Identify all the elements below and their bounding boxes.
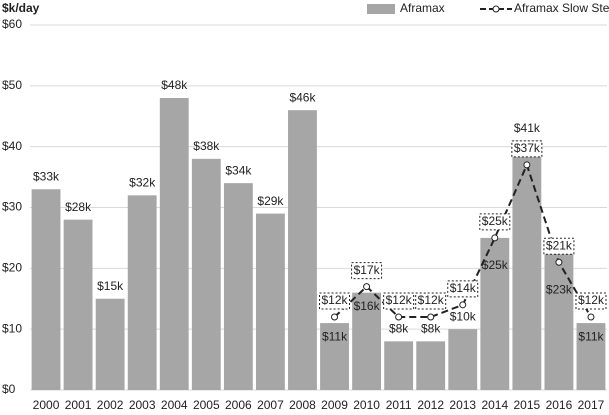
bar-value-label: $16k bbox=[354, 299, 381, 313]
y-tick-label: $60 bbox=[2, 17, 22, 31]
label-box bbox=[447, 280, 479, 298]
legend-label: Aframax Slow Steaming bbox=[514, 1, 609, 15]
x-tick-label: 2017 bbox=[578, 398, 605, 412]
y-tick-label: $50 bbox=[2, 78, 22, 92]
x-tick-label: 2011 bbox=[386, 398, 412, 412]
bar-value-label: $10k bbox=[450, 309, 477, 323]
point bbox=[523, 161, 531, 169]
x-tick-label: 2007 bbox=[257, 398, 284, 412]
x-tick-label: 2008 bbox=[289, 398, 316, 412]
bar-value-label: $46k bbox=[289, 90, 316, 104]
line-value-label: $37k bbox=[514, 141, 541, 155]
point bbox=[395, 313, 403, 321]
bar bbox=[416, 341, 446, 390]
bar bbox=[352, 292, 382, 390]
line-value-label: $21k bbox=[546, 238, 573, 252]
point bbox=[555, 258, 563, 266]
line-value-label: $12k bbox=[418, 293, 445, 307]
bar-value-label: $25k bbox=[482, 258, 509, 272]
y-tick-label: $10 bbox=[2, 321, 22, 335]
point bbox=[459, 301, 467, 309]
bar bbox=[159, 98, 189, 390]
bar bbox=[576, 323, 606, 390]
label-box bbox=[479, 213, 511, 231]
label-box bbox=[511, 140, 543, 158]
bar bbox=[448, 329, 478, 390]
bar bbox=[384, 341, 414, 390]
bar-value-label: $33k bbox=[33, 169, 60, 183]
bar bbox=[544, 250, 574, 390]
x-tick-label: 2012 bbox=[417, 398, 444, 412]
y-tick-label: $40 bbox=[2, 139, 22, 153]
bar-value-label: $41k bbox=[514, 121, 541, 135]
bar-value-label: $8k bbox=[421, 322, 441, 336]
bar bbox=[288, 110, 317, 391]
y-tick-label: $0 bbox=[2, 382, 16, 396]
bar-value-label: $8k bbox=[389, 322, 409, 336]
x-tick-label: 2016 bbox=[546, 398, 573, 412]
bar bbox=[191, 158, 221, 390]
label-box bbox=[319, 292, 351, 310]
point bbox=[427, 313, 435, 321]
label-box bbox=[351, 262, 383, 280]
bar bbox=[480, 237, 510, 390]
bar bbox=[512, 140, 542, 390]
bar bbox=[63, 219, 93, 390]
y-tick-label: $30 bbox=[2, 200, 22, 214]
line-value-label: $12k bbox=[578, 293, 605, 307]
x-tick-label: 2010 bbox=[353, 398, 380, 412]
label-box bbox=[575, 292, 607, 310]
x-tick-label: 2000 bbox=[33, 398, 60, 412]
x-tick-label: 2004 bbox=[161, 398, 188, 412]
label-box bbox=[415, 292, 447, 310]
line-value-label: $25k bbox=[482, 214, 509, 228]
bar bbox=[95, 298, 125, 390]
point bbox=[363, 283, 371, 291]
bar-value-label: $11k bbox=[322, 329, 348, 343]
bar bbox=[320, 323, 349, 390]
bar-value-label: $15k bbox=[97, 279, 124, 293]
x-tick-label: 2001 bbox=[65, 398, 92, 412]
bar bbox=[127, 195, 157, 390]
line-value-label: $12k bbox=[322, 293, 349, 307]
legend-label: Aframax bbox=[400, 1, 445, 15]
label-box bbox=[383, 292, 415, 310]
bar-value-label: $34k bbox=[225, 163, 252, 177]
x-tick-label: 2015 bbox=[514, 398, 541, 412]
bar-value-label: $32k bbox=[129, 176, 156, 190]
line-value-label: $14k bbox=[450, 281, 477, 295]
x-tick-label: 2006 bbox=[225, 398, 252, 412]
point bbox=[331, 313, 339, 321]
bar bbox=[255, 213, 285, 390]
y-axis-title: $k/day bbox=[2, 1, 40, 15]
x-tick-label: 2002 bbox=[97, 398, 124, 412]
point bbox=[491, 234, 499, 242]
x-tick-label: 2014 bbox=[481, 398, 508, 412]
bar-value-label: $29k bbox=[257, 194, 284, 208]
bar-value-label: $28k bbox=[65, 200, 92, 214]
x-tick-label: 2003 bbox=[129, 398, 156, 412]
bar-value-label: $38k bbox=[193, 139, 220, 153]
point bbox=[587, 313, 595, 321]
y-tick-label: $20 bbox=[2, 261, 22, 275]
bar-value-label: $11k bbox=[578, 329, 604, 343]
bar-value-label: $48k bbox=[161, 78, 188, 92]
x-tick-label: 2013 bbox=[449, 398, 476, 412]
x-tick-label: 2009 bbox=[321, 398, 348, 412]
label-box bbox=[543, 237, 575, 255]
bar bbox=[223, 183, 253, 390]
legend-swatch bbox=[367, 4, 395, 14]
line-value-label: $17k bbox=[354, 263, 381, 277]
line-value-label: $12k bbox=[386, 293, 413, 307]
bar bbox=[31, 189, 61, 390]
bar-value-label: $23k bbox=[546, 282, 573, 296]
legend-marker bbox=[492, 5, 500, 13]
x-tick-label: 2005 bbox=[193, 398, 220, 412]
